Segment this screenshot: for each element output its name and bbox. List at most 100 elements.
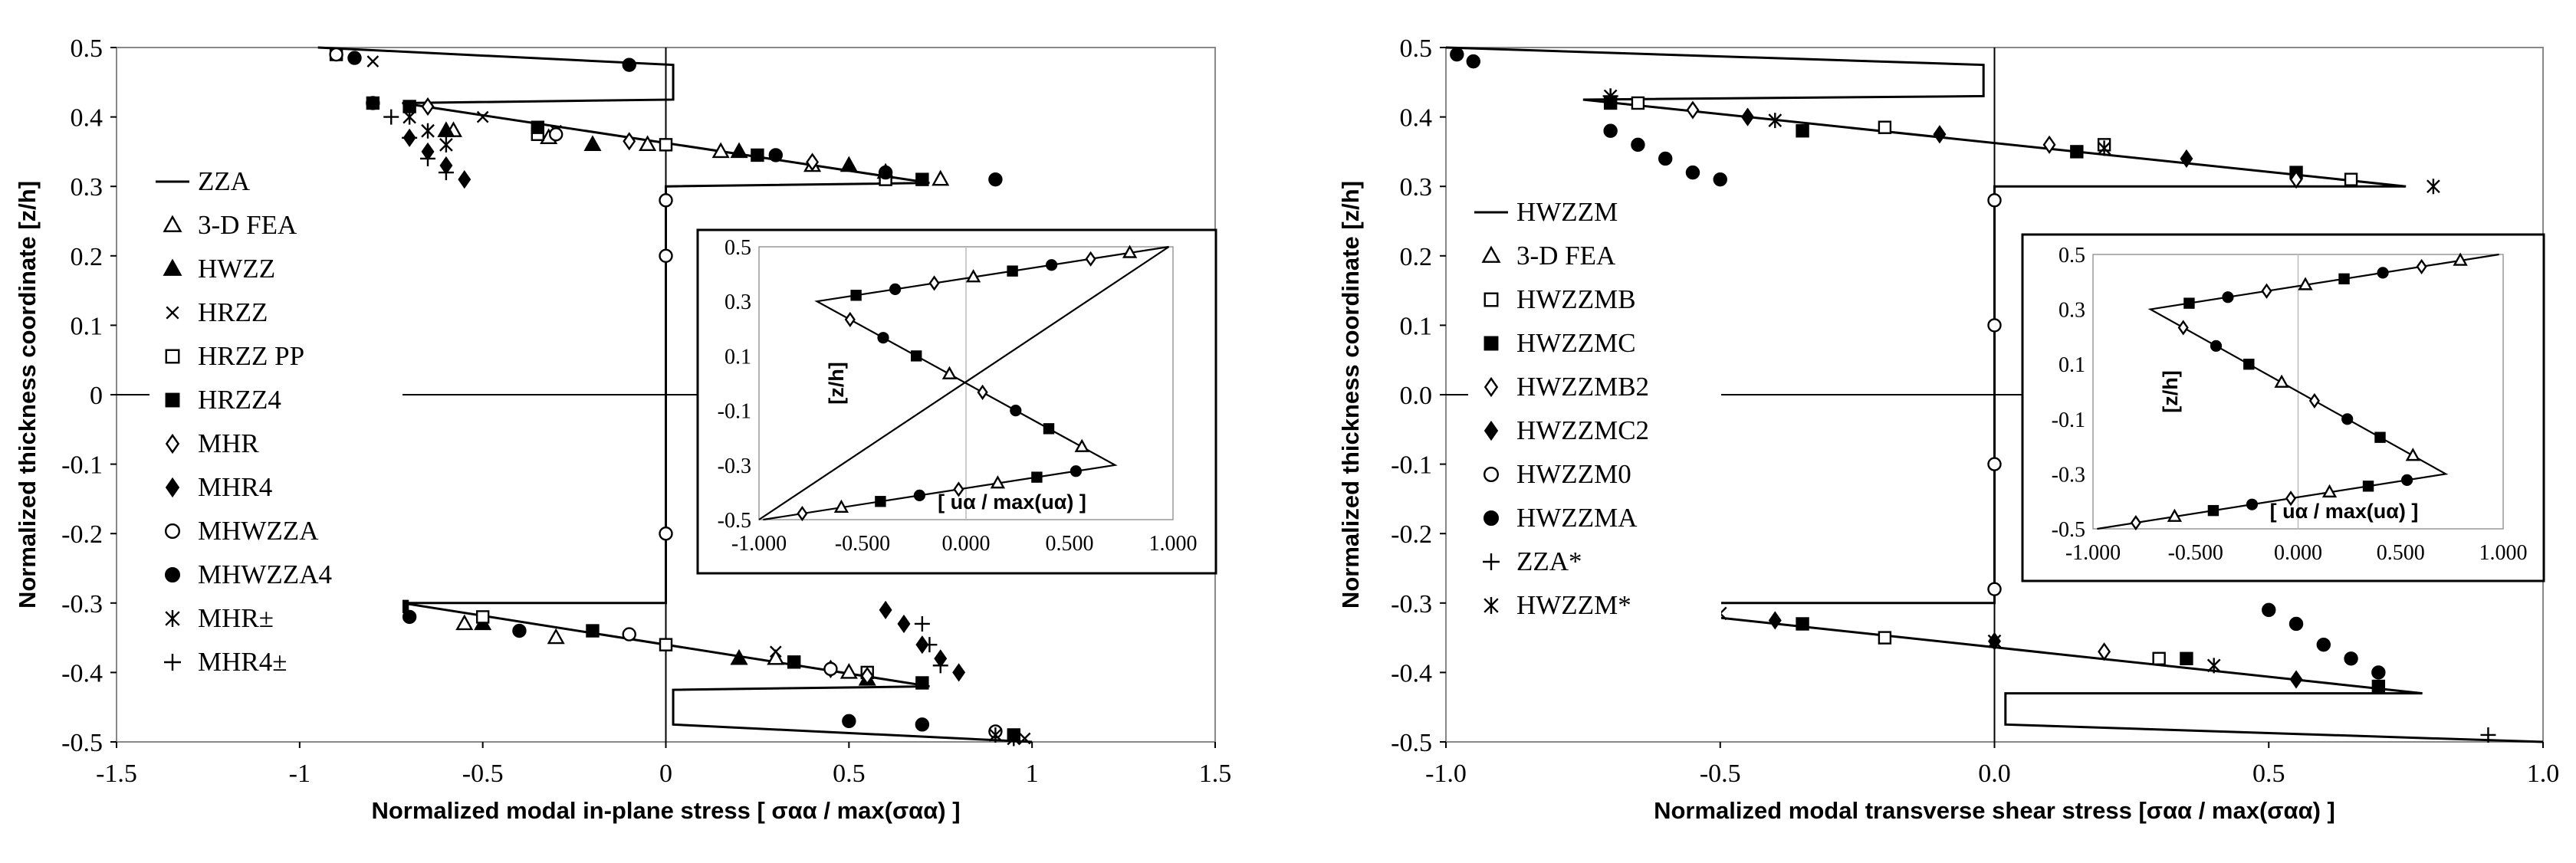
data-point [914,615,930,632]
inset-data-point [2453,252,2468,266]
x-tick-label: 1.5 [1199,760,1232,788]
data-point [768,148,783,162]
legend-marker [1484,292,1499,307]
legend-background [150,167,402,699]
series-hwzzm- [1603,88,2440,674]
data-point [2426,179,2440,195]
legend-entry: HWZZMC2 [1516,415,1649,445]
inset-y-tick-label: 0.3 [2058,299,2085,323]
legend-entry: HWZZMA [1516,503,1638,533]
inset-y-tick-label: 0.1 [2058,353,2085,377]
y-tick-label: 0.2 [71,243,104,271]
legend-marker [163,258,182,276]
legend-marker [1484,420,1499,441]
y-tick-label: 0.1 [71,312,104,340]
x-tick-label: -0.5 [1700,760,1741,788]
data-point [897,614,911,634]
inset-data-point [2321,484,2338,498]
inset-data-point [850,290,862,301]
data-point [659,193,673,208]
data-point [2289,170,2303,189]
inset-data-point [953,481,964,497]
data-point [659,248,673,263]
data-point [659,638,673,651]
y-tick-label: -0.4 [61,659,103,687]
inset-data-point [797,505,808,522]
x-axis-label-formula: [σαα / max(σαα) ] [2138,797,2334,824]
data-point [952,663,966,682]
data-point [842,714,856,729]
data-point [2344,172,2358,186]
data-point [2316,637,2331,652]
data-point [915,717,930,732]
data-point [787,655,801,669]
inset-x-tick-label: -1.000 [731,532,787,556]
legend-entry: MHR4± [198,647,287,677]
data-point [840,662,858,679]
data-point [639,135,657,152]
data-point [915,676,929,690]
legend-entry: ZZA* [1516,546,1582,576]
x-axis-label-text: Normalized modal transverse shear stress [1654,797,2138,824]
inset-data-point [1070,465,1083,477]
data-point [437,121,455,137]
inset-data-point [2405,448,2420,461]
x-tick-label: -1 [289,760,310,788]
x-axis-label: Normalized modal in-plane stress [ σαα /… [371,797,960,824]
legend-entry: HWZZM0 [1516,459,1631,489]
inset-x-tick-label: -1.000 [2065,541,2121,565]
data-point [1987,193,2002,208]
inset-data-point [2183,297,2195,309]
legend-marker [1483,553,1500,570]
y-tick-label: -0.1 [1391,451,1432,480]
inset-x-tick-label: -0.500 [835,532,890,556]
y-tick-label: 0.4 [1400,104,1433,133]
data-point [915,172,929,186]
legend-marker [165,349,180,364]
data-point [806,153,820,172]
data-point [1796,617,1809,631]
inset-data-point [965,269,981,283]
data-point [2070,145,2084,159]
inset-x-tick-label: 0.500 [2377,541,2425,565]
inset-data-point [1045,259,1058,271]
y-tick-label: 0.5 [71,34,104,63]
data-point [438,165,454,181]
inset-data-point [2243,359,2255,370]
data-point [475,610,490,624]
inset-data-point [2374,432,2386,443]
data-point [2262,602,2276,618]
legend-entry: HRZZ [198,297,268,327]
inset-data-point [928,275,940,291]
legend-entry: HRZZ PP [198,341,304,371]
inset-data-point [1010,404,1022,417]
legend-marker [164,654,181,671]
data-point [455,614,474,631]
data-point [932,169,950,186]
data-point [583,135,602,152]
data-point [840,156,858,172]
legend-marker [165,610,180,627]
inset-data-point [910,350,922,362]
inset-y-tick-label: -0.3 [718,454,751,478]
inset-y-tick-label: -0.5 [718,509,751,533]
data-point [922,637,938,653]
data-point [1987,582,2002,596]
inset-x-label: [ uα / max(uα) ] [2270,500,2419,523]
y-tick-label: 0.5 [1400,34,1433,63]
inset-data-point [877,332,889,344]
inset-data-point [2285,491,2297,507]
inset-data-point [2416,258,2427,275]
series-line-0 [317,46,1033,743]
inset-x-tick-label: -0.500 [2168,541,2223,565]
inset-data-point [1085,251,1096,267]
data-point [860,666,874,686]
legend-marker [1483,467,1499,483]
inset-y-label: [z/h] [2159,370,2182,412]
inset-curve [758,246,1170,520]
legend-marker [166,306,179,320]
inset-x-tick-label: 1.000 [1149,532,1198,556]
data-point [988,172,1003,187]
inset-curve [2097,253,2499,530]
